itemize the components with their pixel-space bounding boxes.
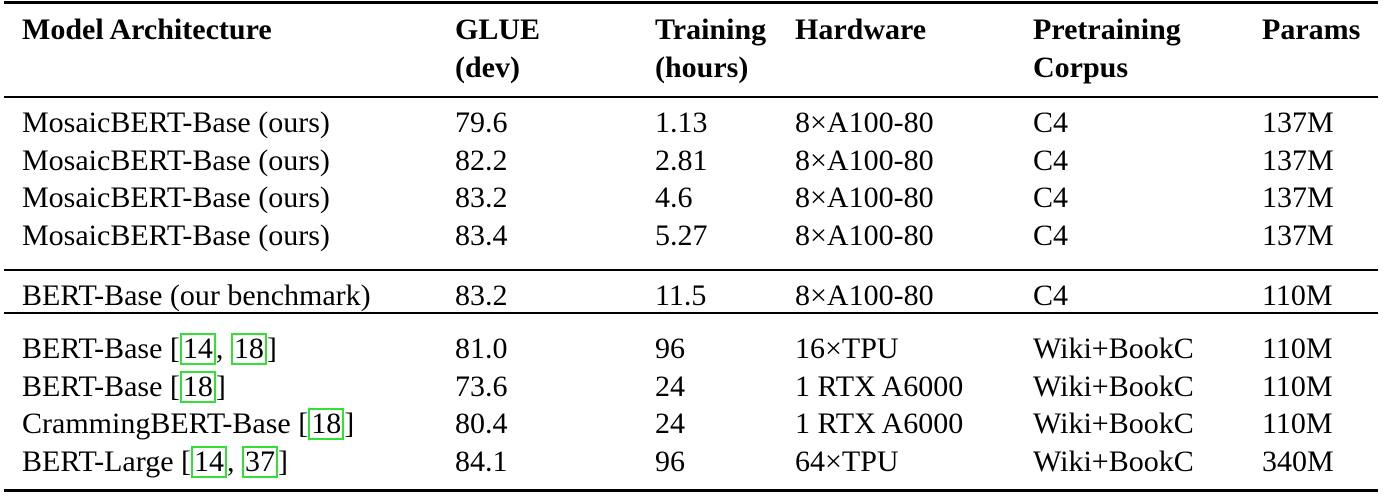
table-cell: 16×TPU bbox=[795, 332, 899, 365]
table-cell: 83.4 bbox=[455, 218, 508, 252]
table-cell: 1.13 bbox=[655, 106, 708, 139]
table-cell: 24 bbox=[655, 407, 685, 440]
table-cell: 340M bbox=[1262, 444, 1334, 478]
table-cell: 80.4 bbox=[455, 407, 508, 440]
citation: 14 bbox=[191, 445, 227, 478]
model-text: ] bbox=[278, 444, 288, 478]
model-cell: CrammingBERT-Base [18] bbox=[22, 405, 354, 443]
table-cell: 2.81 bbox=[655, 143, 708, 177]
table-cell: 110M bbox=[1262, 279, 1333, 312]
model-cell: MosaicBERT-Base (ours) bbox=[22, 104, 330, 142]
table-cell: C4 bbox=[1033, 106, 1069, 139]
table-cell: 84.1 bbox=[455, 444, 508, 478]
table-cell: 73.6 bbox=[455, 369, 508, 403]
header-text: GLUE bbox=[455, 13, 541, 46]
table-cell: 24 bbox=[655, 369, 685, 403]
table-cell: 110M bbox=[1262, 332, 1333, 365]
model-text: ] bbox=[215, 369, 226, 403]
header-text: Training bbox=[655, 13, 767, 46]
header-text: Params bbox=[1262, 13, 1361, 46]
header-cell: Pretraining Corpus bbox=[1033, 11, 1181, 87]
header-cell: Model Architecture bbox=[22, 11, 272, 49]
table-cell: 96 bbox=[655, 444, 685, 478]
model-text: BERT-Large [ bbox=[22, 444, 191, 478]
citation: 18 bbox=[230, 333, 267, 365]
header-text: (hours) bbox=[655, 51, 749, 84]
model-cell: MosaicBERT-Base (ours) bbox=[22, 217, 330, 255]
header-text: (dev) bbox=[455, 51, 520, 84]
header-text: Hardware bbox=[795, 13, 927, 46]
table-cell: 1 RTX A6000 bbox=[795, 369, 964, 403]
group-rule bbox=[4, 269, 1378, 271]
top-rule bbox=[4, 1, 1378, 4]
table-cell: 79.6 bbox=[455, 106, 508, 139]
table-cell: Wiki+BookC bbox=[1033, 369, 1194, 403]
table-cell: 96 bbox=[655, 332, 685, 365]
model-text: BERT-Base [ bbox=[22, 369, 180, 403]
header-text: Corpus bbox=[1033, 51, 1129, 84]
header-rule bbox=[4, 96, 1378, 98]
model-cell: MosaicBERT-Base (ours) bbox=[22, 142, 330, 180]
table-cell: 1 RTX A6000 bbox=[795, 407, 964, 440]
table-cell: 137M bbox=[1262, 106, 1334, 139]
table-cell: Wiki+BookC bbox=[1033, 444, 1194, 478]
table-cell: 8×A100-80 bbox=[795, 218, 934, 252]
header-text: Model Architecture bbox=[22, 13, 272, 46]
header-cell: Training (hours) bbox=[655, 11, 766, 87]
table-cell: Wiki+BookC bbox=[1033, 332, 1194, 365]
model-text: CrammingBERT-Base [ bbox=[22, 407, 309, 440]
table-cell: 137M bbox=[1262, 143, 1334, 177]
table-cell: 5.27 bbox=[655, 218, 708, 252]
bottom-rule bbox=[4, 489, 1378, 492]
table-cell: 83.2 bbox=[455, 181, 508, 214]
model-cell: BERT-Base [14, 18] bbox=[22, 330, 277, 368]
citation: 18 bbox=[179, 370, 216, 403]
model-text: , bbox=[227, 444, 242, 478]
table-cell: 137M bbox=[1262, 181, 1334, 214]
header-cell: GLUE (dev) bbox=[455, 11, 540, 87]
table-cell: 81.0 bbox=[455, 332, 508, 365]
table-cell: 8×A100-80 bbox=[795, 143, 934, 177]
table-cell: C4 bbox=[1033, 143, 1069, 177]
model-text: MosaicBERT-Base (ours) bbox=[22, 143, 330, 177]
model-text: BERT-Base [ bbox=[22, 332, 180, 365]
model-text: ] bbox=[266, 332, 277, 365]
model-text: , bbox=[215, 332, 231, 365]
header-cell: Hardware bbox=[795, 11, 926, 49]
table-cell: C4 bbox=[1033, 181, 1069, 214]
table-cell: 83.2 bbox=[455, 279, 508, 312]
citation: 14 bbox=[179, 333, 216, 365]
model-text: ] bbox=[344, 407, 355, 440]
model-text: BERT-Base (our benchmark) bbox=[22, 279, 371, 312]
header-cell: Params bbox=[1262, 11, 1360, 49]
table-cell: 64×TPU bbox=[795, 444, 899, 478]
table-cell: 8×A100-80 bbox=[795, 279, 934, 312]
header-text: Pretraining bbox=[1033, 13, 1181, 46]
model-text: MosaicBERT-Base (ours) bbox=[22, 106, 330, 139]
model-cell: BERT-Large [14, 37] bbox=[22, 443, 288, 481]
citation: 37 bbox=[242, 445, 278, 478]
model-text: MosaicBERT-Base (ours) bbox=[22, 181, 330, 214]
table-cell: 137M bbox=[1262, 218, 1334, 252]
model-cell: BERT-Base (our benchmark) bbox=[22, 277, 371, 315]
table-cell: Wiki+BookC bbox=[1033, 407, 1194, 440]
table-cell: C4 bbox=[1033, 279, 1069, 312]
table-cell: 110M bbox=[1262, 369, 1333, 403]
model-text: MosaicBERT-Base (ours) bbox=[22, 218, 330, 252]
table-cell: 11.5 bbox=[655, 279, 707, 312]
table-cell: 82.2 bbox=[455, 143, 508, 177]
table-cell: 4.6 bbox=[655, 181, 693, 214]
table-cell: 110M bbox=[1262, 407, 1333, 440]
group-rule bbox=[4, 312, 1378, 314]
model-cell: BERT-Base [18] bbox=[22, 368, 226, 406]
table-cell: 8×A100-80 bbox=[795, 106, 934, 139]
citation: 18 bbox=[308, 408, 345, 440]
table-cell: C4 bbox=[1033, 218, 1069, 252]
model-cell: MosaicBERT-Base (ours) bbox=[22, 179, 330, 217]
table-cell: 8×A100-80 bbox=[795, 181, 934, 214]
